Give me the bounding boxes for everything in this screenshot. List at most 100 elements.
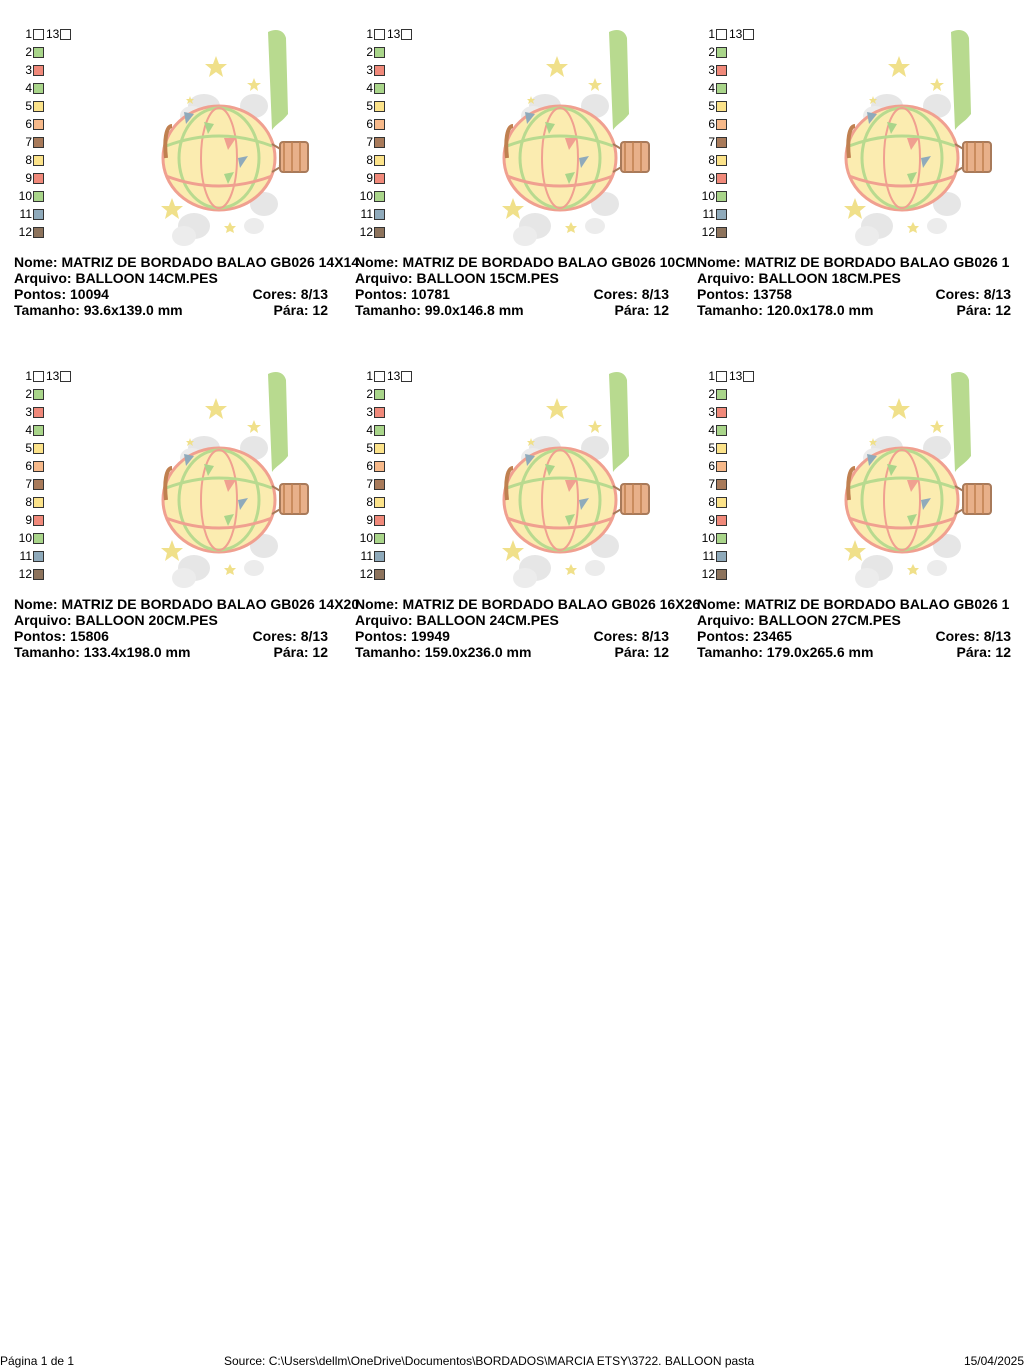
palette-number: 10: [18, 531, 32, 545]
palette-number: 1: [366, 27, 373, 41]
design-colors: 8/13: [983, 628, 1011, 644]
palette-number: 3: [25, 405, 32, 419]
design-stitches-line: Pontos: 19949 Cores: 8/13: [355, 628, 695, 644]
para-label: Pára:: [956, 302, 992, 318]
flag-icon: [609, 372, 629, 472]
design-name: MATRIZ DE BORDADO BALAO GB026 14X20: [61, 596, 360, 612]
palette-number: 3: [25, 63, 32, 77]
balloon-design-preview: [161, 372, 309, 588]
design-file: BALLOON 14CM.PES: [75, 270, 218, 286]
arquivo-label: Arquivo:: [697, 612, 755, 628]
palette-row: 11: [697, 206, 727, 222]
palette-number: 5: [366, 441, 373, 455]
palette-number: 9: [25, 513, 32, 527]
palette-row: 4: [355, 80, 385, 96]
color-swatch: [374, 118, 385, 130]
palette-row: 4: [355, 422, 385, 438]
color-swatch: [716, 514, 727, 526]
palette-number: 1: [25, 27, 32, 41]
palette-row: 10: [14, 188, 44, 204]
color-swatch: [374, 370, 385, 382]
design-stitches: 10094: [70, 286, 109, 302]
tamanho-label: Tamanho:: [697, 644, 763, 660]
bunting-icon: [184, 454, 248, 526]
design-colors: 8/13: [300, 628, 328, 644]
palette-number: 3: [708, 63, 715, 77]
design-stitches: 23465: [753, 628, 792, 644]
color-swatch: [33, 46, 44, 58]
design-name-line: Nome: MATRIZ DE BORDADO BALAO GB026 1: [697, 254, 1024, 270]
color-swatch: [374, 172, 385, 184]
palette-row: 12: [14, 566, 44, 582]
design-colors: 8/13: [641, 286, 669, 302]
color-swatch: [374, 550, 385, 562]
palette-row: 12: [14, 224, 44, 240]
palette-row: 2: [14, 44, 44, 60]
palette-row: 12: [697, 566, 727, 582]
color-swatch: [716, 478, 727, 490]
cores-label: Cores:: [593, 628, 638, 644]
color-swatch: [716, 172, 727, 184]
palette-row: 6: [14, 116, 44, 132]
palette-number: 6: [708, 117, 715, 131]
color-swatch: [374, 568, 385, 580]
pontos-label: Pontos:: [355, 286, 408, 302]
palette-row: 5: [355, 440, 385, 456]
arquivo-label: Arquivo:: [355, 270, 413, 286]
design-name-line: Nome: MATRIZ DE BORDADO BALAO GB026 14X2…: [14, 596, 359, 612]
palette-row: 8: [14, 494, 44, 510]
color-swatch: [401, 370, 413, 382]
design-size-line: Tamanho: 99.0x146.8 mm Pára: 12: [355, 302, 695, 318]
palette-number: 13: [729, 369, 743, 383]
color-swatch: [33, 226, 44, 238]
balloon-design-preview: [502, 372, 650, 588]
design-stitches: 15806: [70, 628, 109, 644]
design-info: Nome: MATRIZ DE BORDADO BALAO GB026 14X2…: [14, 596, 359, 660]
design-file-line: Arquivo: BALLOON 15CM.PES: [355, 270, 695, 286]
palette-row: 2: [697, 44, 727, 60]
color-swatch: [33, 424, 44, 436]
palette-number: 4: [366, 81, 373, 95]
para-label: Pára:: [273, 302, 309, 318]
palette-row: 1 13: [355, 26, 413, 42]
palette-row: 3: [697, 62, 727, 78]
color-swatch: [716, 568, 727, 580]
design-card-2: 1 13 2 3 4 5 6 7 8 9 10 11 12: [355, 26, 697, 326]
palette-number: 8: [366, 495, 373, 509]
palette-row: 7: [697, 134, 727, 150]
palette-number: 3: [708, 405, 715, 419]
palette-row: 10: [355, 530, 385, 546]
palette-number: 8: [708, 153, 715, 167]
design-file-line: Arquivo: BALLOON 14CM.PES: [14, 270, 354, 286]
design-stitches-line: Pontos: 10781 Cores: 8/13: [355, 286, 695, 302]
palette-number: 1: [366, 369, 373, 383]
star-icon: [844, 56, 973, 233]
color-swatch: [33, 478, 44, 490]
design-file-line: Arquivo: BALLOON 20CM.PES: [14, 612, 354, 628]
color-swatch: [33, 532, 44, 544]
design-info: Nome: MATRIZ DE BORDADO BALAO GB026 14X1…: [14, 254, 359, 318]
color-swatch: [716, 550, 727, 562]
cores-label: Cores:: [593, 286, 638, 302]
design-name-line: Nome: MATRIZ DE BORDADO BALAO GB026 16X2…: [355, 596, 700, 612]
pontos-label: Pontos:: [355, 628, 408, 644]
design-file-line: Arquivo: BALLOON 18CM.PES: [697, 270, 1024, 286]
palette-number: 13: [387, 27, 401, 41]
page-number: Página 1 de 1: [0, 1354, 75, 1368]
palette-row: 12: [355, 566, 385, 582]
palette-row: 7: [14, 476, 44, 492]
palette-number: 9: [366, 171, 373, 185]
palette-row: 8: [355, 494, 385, 510]
cores-label: Cores:: [935, 286, 980, 302]
palette-row: 11: [14, 206, 44, 222]
color-swatch: [716, 388, 727, 400]
palette-number: 7: [708, 477, 715, 491]
color-swatch: [33, 28, 44, 40]
design-file-line: Arquivo: BALLOON 27CM.PES: [697, 612, 1024, 628]
palette-row: 6: [355, 458, 385, 474]
pontos-label: Pontos:: [697, 286, 750, 302]
palette-number: 12: [18, 225, 32, 239]
color-swatch: [33, 442, 44, 454]
bunting-icon: [525, 454, 589, 526]
basket-icon: [620, 483, 650, 515]
